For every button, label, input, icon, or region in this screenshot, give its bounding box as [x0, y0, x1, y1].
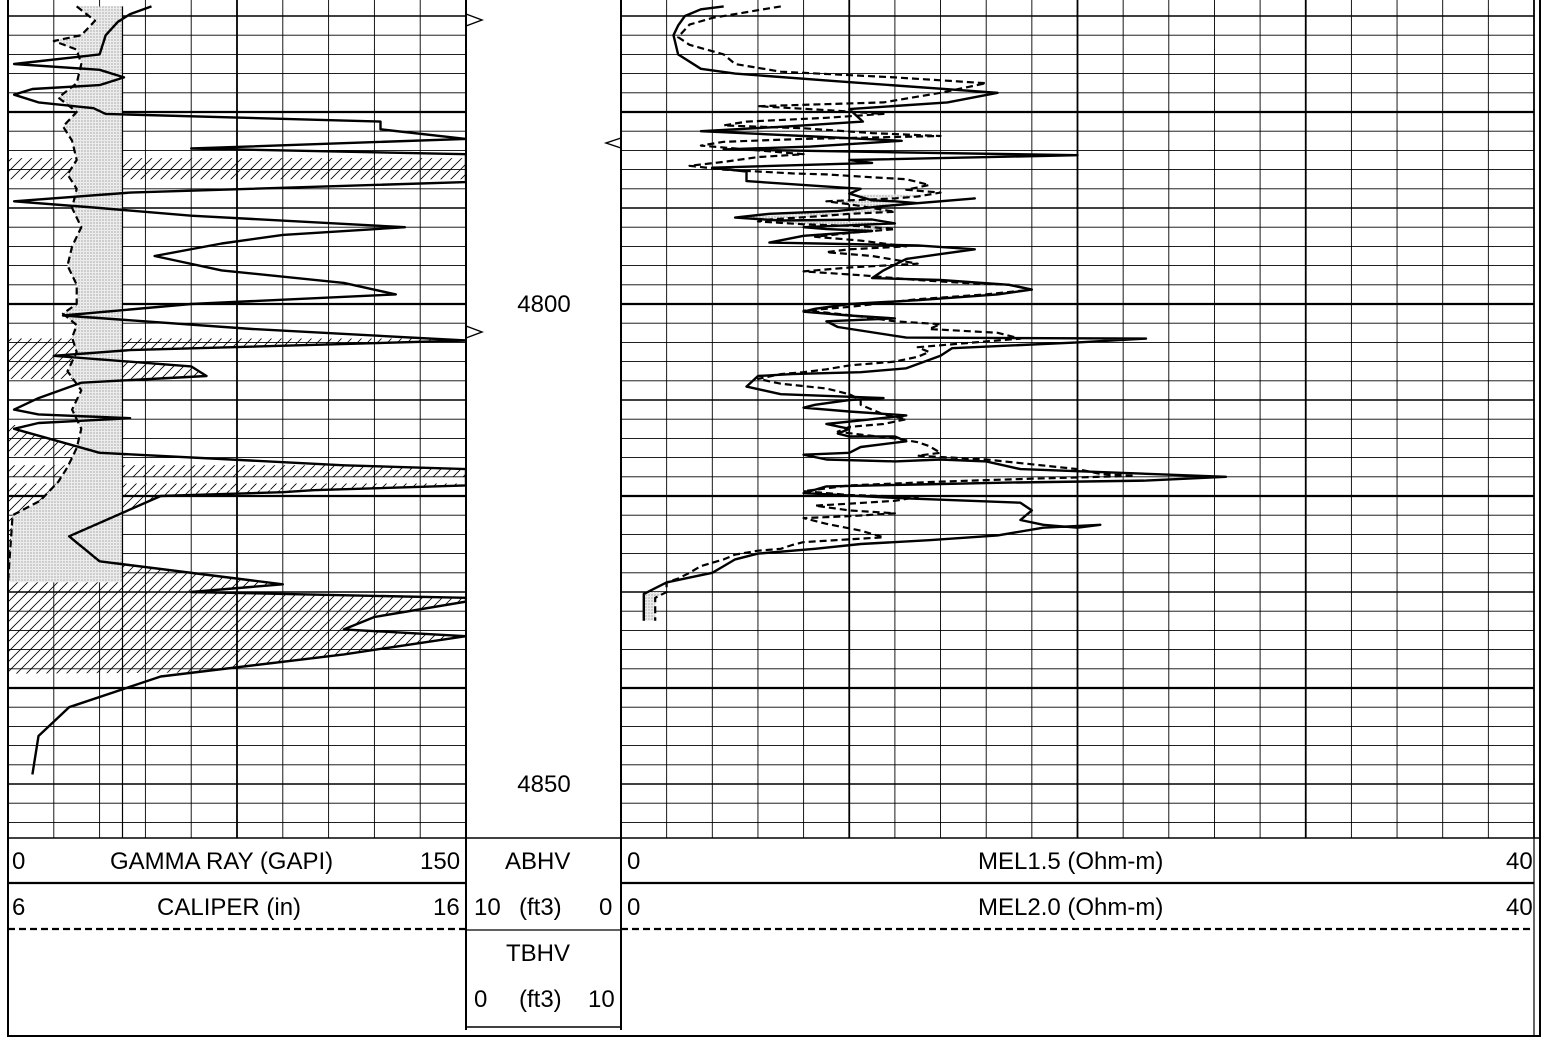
tbhv-scale-right: 10 — [588, 986, 615, 1013]
abhv-scale-left: 10 — [474, 894, 501, 921]
depth-tick-label: 4800 — [517, 291, 571, 318]
gamma-ray-curve — [12, 5, 466, 775]
gamma-ray-label: GAMMA RAY (GAPI) — [110, 848, 334, 875]
curve-layer — [8, 5, 1228, 838]
gamma-ray-scale-right: 150 — [420, 848, 461, 875]
mel20-scale-right: 40 — [1506, 894, 1533, 921]
abhv-scale-right: 0 — [599, 894, 613, 921]
depth-tick-label: 4850 — [517, 771, 571, 798]
tick-marker — [603, 137, 622, 149]
mel20-label: MEL2.0 (Ohm-m) — [978, 894, 1164, 921]
tbhv-scale-left: 0 — [474, 986, 488, 1013]
curve-shading — [8, 6, 930, 674]
caliper-scale-left: 6 — [12, 894, 26, 921]
mel15-curve — [642, 5, 1228, 621]
gamma-ray-shading — [8, 424, 156, 456]
mel15-scale-left: 0 — [627, 848, 641, 875]
caliper-scale-right: 16 — [433, 894, 460, 921]
caliper-label: CALIPER (in) — [157, 894, 302, 921]
tick-marker — [465, 325, 484, 339]
abhv-label: ABHV — [505, 848, 571, 875]
abhv-unit: (ft3) — [519, 894, 562, 921]
mel20-scale-left: 0 — [627, 894, 641, 921]
tbhv-unit: (ft3) — [519, 986, 562, 1013]
caliper-washout-shading — [8, 6, 123, 583]
mel20-curve — [654, 5, 1136, 621]
tick-marker — [465, 13, 484, 27]
mel-separation-shading — [643, 592, 667, 621]
gamma-ray-shading — [8, 580, 466, 674]
gamma-ray-scale-left: 0 — [12, 848, 26, 875]
caliper-curve — [8, 5, 97, 583]
chart-frame — [7, 0, 1541, 1037]
track3-grid — [620, 0, 1535, 838]
mel15-label: MEL1.5 (Ohm-m) — [978, 848, 1164, 875]
tbhv-label: TBHV — [506, 940, 571, 967]
mel15-scale-right: 40 — [1506, 848, 1533, 875]
